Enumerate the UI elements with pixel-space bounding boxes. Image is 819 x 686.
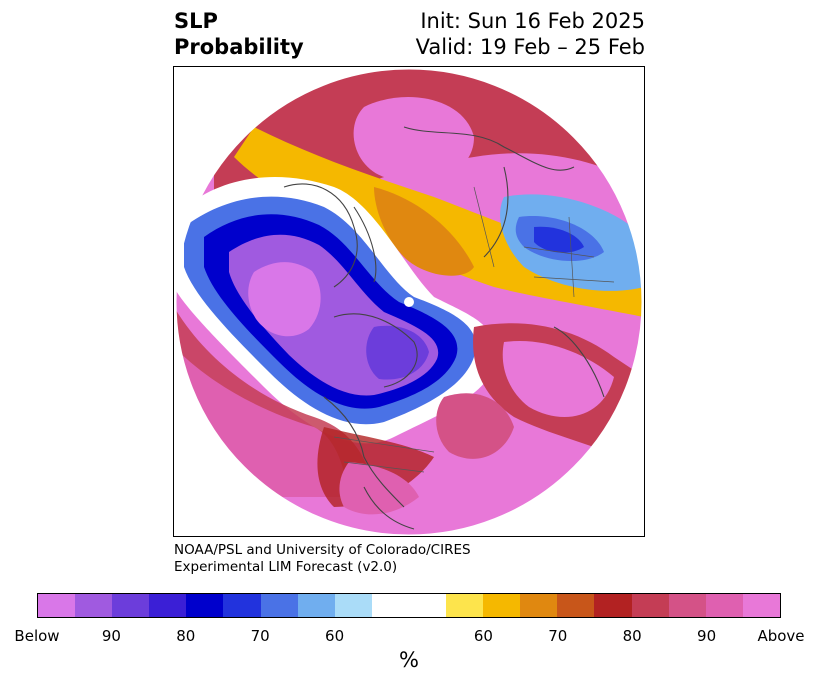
title-variable: SLP [174,9,218,33]
colorbar-segment [668,594,706,617]
colorbar-segment [38,594,76,617]
map-dates: Init: Sun 16 Feb 2025 Valid: 19 Feb – 25… [416,8,645,60]
colorbar-segment [75,594,113,617]
colorbar-segment [705,594,743,617]
colorbar-tick-label: 70 [250,627,270,645]
colorbar-segment [408,594,447,617]
colorbar-segment [594,594,632,617]
colorbar-segment [112,594,150,617]
colorbar-segment [334,594,372,617]
colorbar-segment [149,594,187,617]
colorbar-tick-label: 60 [325,627,345,645]
colorbar-segment [557,594,595,617]
colorbar-segment [446,594,484,617]
colorbar-unit: % [399,648,419,672]
map-title: SLP Probability [174,8,304,60]
map-canvas [175,68,643,536]
forecast-map [173,66,645,537]
probability-field [176,69,642,535]
credit-line-1: NOAA/PSL and University of Colorado/CIRE… [174,542,471,558]
init-date: Init: Sun 16 Feb 2025 [420,9,645,33]
credit-line-2: Experimental LIM Forecast (v2.0) [174,559,398,575]
probability-colorbar [37,593,781,618]
title-quantity: Probability [174,35,304,59]
colorbar-segment [297,594,335,617]
credit-text: NOAA/PSL and University of Colorado/CIRE… [174,542,471,576]
colorbar-tick-label: 80 [622,627,642,645]
colorbar-tick-label: 90 [697,627,717,645]
colorbar-segment [742,594,780,617]
colorbar-segment [520,594,558,617]
colorbar-tick-label: Above [757,627,805,645]
valid-range: Valid: 19 Feb – 25 Feb [415,35,645,59]
colorbar-segment [483,594,521,617]
colorbar-segment [186,594,224,617]
coastlines [283,126,605,530]
colorbar-tick-label: Below [14,627,60,645]
colorbar-segment [223,594,261,617]
colorbar-tick-label: 60 [473,627,493,645]
colorbar-tick-label: 80 [176,627,196,645]
colorbar-segment [631,594,669,617]
colorbar-tick-label: 90 [101,627,121,645]
colorbar-tick-label: 70 [548,627,568,645]
colorbar-segment [260,594,298,617]
borders [333,186,615,473]
pole-marker [404,297,414,307]
colorbar-segment [371,594,409,617]
